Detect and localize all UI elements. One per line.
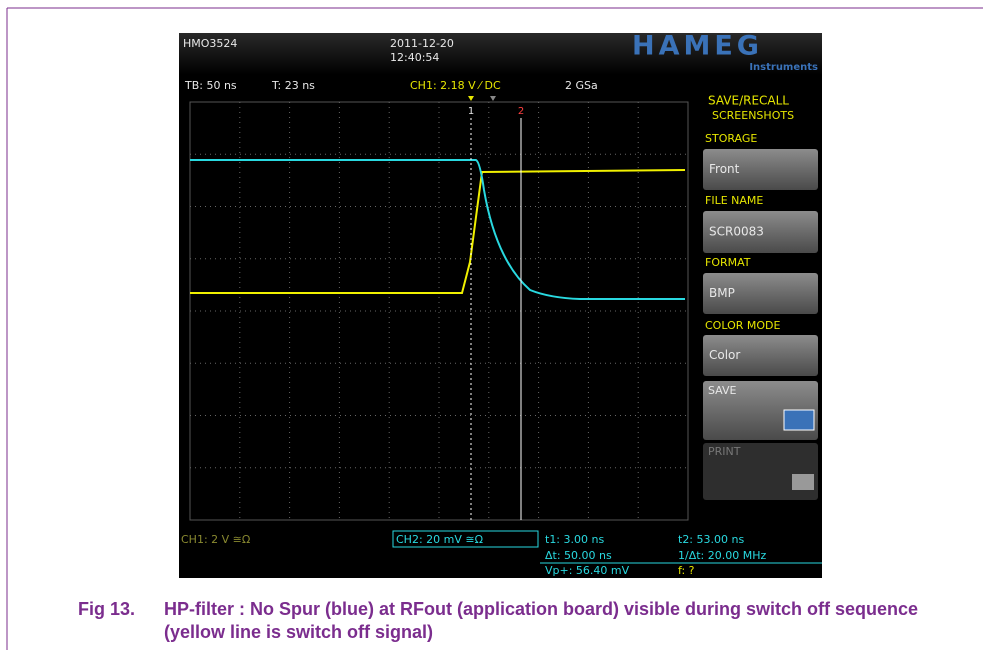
trigger-time: T: 23 ns [271, 79, 315, 92]
menu-value: Color [709, 348, 740, 362]
caption: Fig 13. HP-filter : No Spur (blue) at RF… [78, 598, 978, 644]
ch1-setting: CH1: 2 V ≅Ω [181, 533, 250, 546]
camera-icon [784, 410, 814, 430]
time: 12:40:54 [390, 51, 439, 64]
caption-label: Fig 13. [78, 598, 164, 644]
menu-subtitle: SCREENSHOTS [712, 109, 794, 122]
menu-label: STORAGE [705, 132, 757, 145]
delta-t: Δt: 50.00 ns [545, 549, 612, 562]
menu-label: FORMAT [705, 256, 751, 269]
t2: t2: 53.00 ns [678, 533, 744, 546]
ch1-trigger: CH1: 2.18 V ⁄ DC [410, 79, 501, 92]
cursor-label: 1 [468, 106, 474, 117]
vp: Vp+: 56.40 mV [545, 564, 630, 577]
menu-value: Front [709, 162, 740, 176]
model: HMO3524 [183, 37, 237, 50]
menu-label: COLOR MODE [705, 319, 780, 332]
freq: f: ? [678, 564, 695, 577]
date: 2011-12-20 [390, 37, 454, 50]
sample-rate: 2 GSa [565, 79, 598, 92]
page: HMO3524 2011-12-20 12:40:54 HAMEG Instru… [0, 0, 983, 650]
cursor-label: 2 [518, 106, 524, 117]
printer-icon [792, 474, 814, 490]
brand-sub: Instruments [749, 62, 818, 73]
menu-title: SAVE/RECALL [708, 94, 789, 108]
brand: HAMEG [632, 31, 763, 62]
save-label: SAVE [708, 384, 737, 397]
t1: t1: 3.00 ns [545, 533, 604, 546]
menu-value: BMP [709, 286, 735, 300]
menu-label: FILE NAME [705, 194, 763, 207]
figure: HMO3524 2011-12-20 12:40:54 HAMEG Instru… [0, 0, 983, 650]
print-label: PRINT [708, 445, 741, 458]
inv-delta-t: 1/Δt: 20.00 MHz [678, 549, 766, 562]
caption-text: HP-filter : No Spur (blue) at RFout (app… [164, 598, 978, 644]
menu-value: SCR0083 [709, 225, 764, 239]
timebase: TB: 50 ns [184, 79, 237, 92]
ch2-setting: CH2: 20 mV ≅Ω [396, 533, 483, 546]
